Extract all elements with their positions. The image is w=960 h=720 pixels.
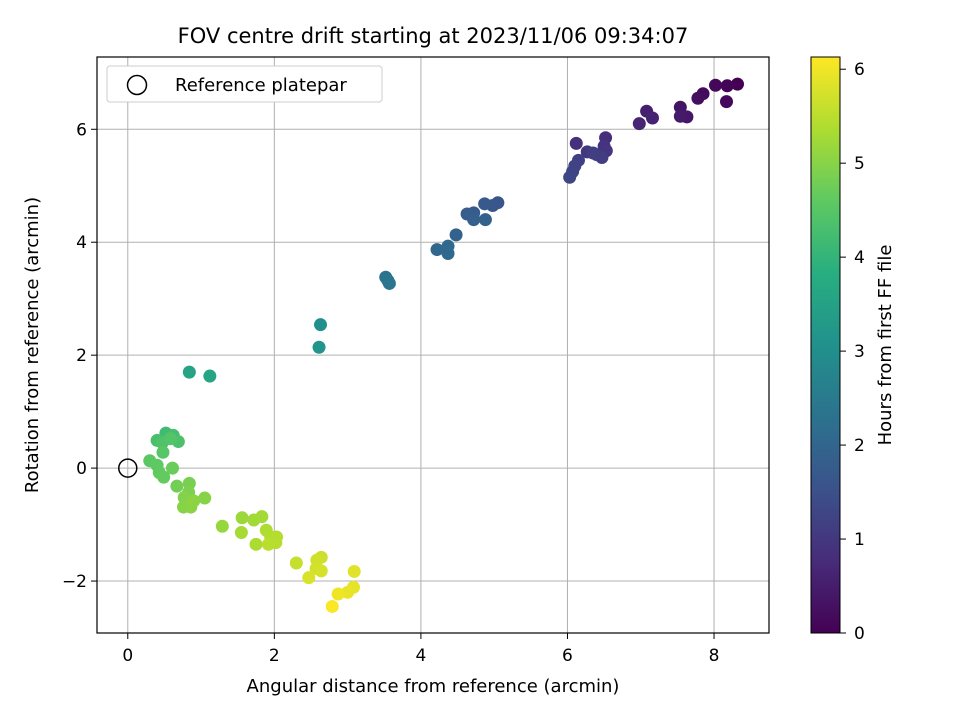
data-point [586,146,600,160]
colorbar-gradient [810,56,841,634]
data-point [441,239,455,253]
data-point [645,111,659,125]
reference-marker [118,458,138,478]
x-tick-label: 6 [562,646,573,666]
data-point [325,599,339,613]
data-point [467,213,481,227]
data-point [215,519,229,533]
legend: Reference platepar [106,65,383,103]
plot-frame [96,56,770,634]
data-point [234,525,248,539]
colorbar-tick-label: 3 [854,342,865,362]
data-point [261,537,275,551]
data-point [720,79,734,93]
colorbar-tick-label: 5 [854,154,865,174]
data-point [347,564,361,578]
data-point [235,511,249,525]
data-point [312,340,326,354]
data-point [165,461,179,475]
legend-box [106,65,383,103]
y-tick-label: 4 [76,233,87,253]
x-axis-label: Angular distance from reference (arcmin) [247,676,620,697]
colorbar-tick-label: 2 [854,436,865,456]
colorbar-label: Hours from first FF file [875,245,896,446]
data-point [182,365,196,379]
data-point [673,109,687,123]
data-point [730,77,744,91]
data-point [382,276,396,290]
x-axis-ticks: 0 2 4 6 8 [122,633,719,666]
colorbar-ticks: 0 1 2 3 4 5 6 [840,60,865,644]
data-point [673,100,687,114]
data-point [157,470,171,484]
data-point [163,432,177,446]
y-axis-label: Rotation from reference (arcmin) [22,197,43,493]
legend-marker [126,74,148,96]
data-point [569,136,583,150]
data-point [632,117,646,131]
y-tick-label: 2 [76,346,87,366]
x-tick-label: 4 [415,646,426,666]
colorbar: 0 1 2 3 4 5 6 Hours from first FF file [810,56,896,644]
data-point [449,228,463,242]
data-point [187,494,201,508]
x-tick-label: 2 [269,646,280,666]
data-point [156,445,170,459]
data-points [143,77,744,613]
data-point [719,95,733,109]
reference-point [118,458,138,478]
data-point [302,571,316,585]
data-point [478,197,492,211]
y-tick-label: −2 [62,572,87,592]
x-tick-label: 0 [122,646,133,666]
colorbar-tick-label: 0 [854,624,865,644]
data-point [331,587,345,601]
grid-lines [97,57,769,633]
colorbar-tick-label: 6 [854,60,865,80]
data-point [198,491,212,505]
y-tick-label: 6 [76,120,87,140]
data-point [249,537,263,551]
data-point [430,243,444,257]
y-tick-label: 0 [76,459,87,479]
data-point [170,479,184,493]
legend-label: Reference platepar [175,75,347,96]
data-point [563,170,577,184]
chart-title: FOV centre drift starting at 2023/11/06 … [178,24,689,48]
data-point [289,556,303,570]
data-point [478,213,492,227]
colorbar-tick-label: 4 [854,248,865,268]
data-point [691,91,705,105]
x-tick-label: 8 [709,646,720,666]
data-point [314,564,328,578]
data-point [203,369,217,383]
data-point [255,510,269,524]
data-point [314,318,328,332]
colorbar-tick-label: 1 [854,530,865,550]
y-axis-ticks: −2 0 2 4 6 [62,120,97,592]
data-point [709,78,723,92]
